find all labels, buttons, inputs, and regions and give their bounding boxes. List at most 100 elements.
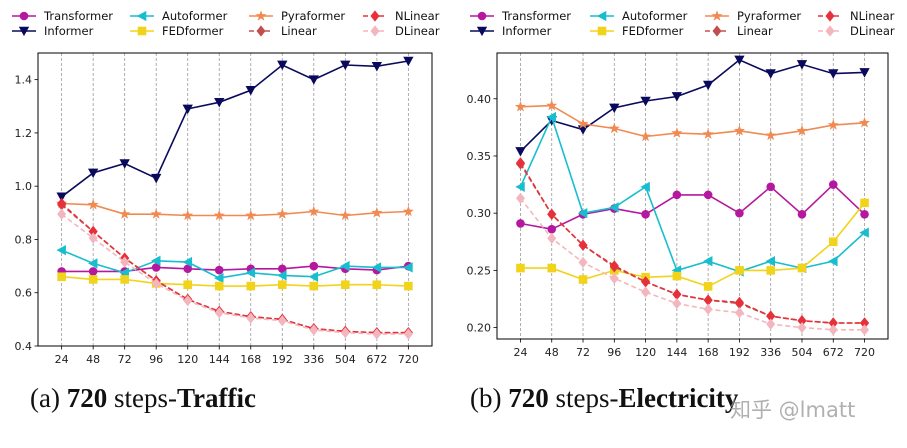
data-point	[703, 282, 713, 291]
series-fedformer	[57, 272, 413, 291]
data-point	[371, 62, 382, 72]
y-tick-label: 0.30	[467, 207, 492, 220]
x-tick-label: 672	[823, 346, 844, 359]
y-tick-label: 0.20	[467, 322, 492, 335]
data-point	[277, 280, 287, 290]
data-point	[404, 281, 413, 291]
data-point	[860, 210, 869, 219]
legend-label: NLinear	[395, 9, 440, 23]
series-pyraformer	[56, 197, 414, 221]
caption-dataset: Electricity	[618, 383, 739, 413]
data-point	[828, 180, 838, 189]
series-line	[61, 202, 409, 217]
data-point	[859, 117, 871, 128]
legend-label: FEDformer	[162, 24, 224, 38]
data-point	[309, 281, 319, 291]
data-point	[340, 327, 350, 339]
data-point	[57, 197, 67, 210]
data-point	[309, 324, 319, 336]
y-tick-label: 0.25	[467, 264, 492, 277]
data-point	[340, 60, 351, 71]
series-informer	[56, 56, 414, 202]
x-tick-label: 48	[86, 353, 100, 366]
data-point	[120, 275, 129, 284]
y-tick-label: 1.2	[15, 127, 33, 140]
data-point	[765, 129, 777, 141]
data-point	[672, 190, 682, 200]
data-point	[672, 271, 682, 281]
legend-item-linear: Linear	[249, 24, 317, 38]
legend-item-dlinear: DLinear	[818, 24, 895, 38]
data-point	[277, 315, 287, 327]
data-point	[182, 209, 194, 221]
data-point	[246, 312, 256, 324]
series-line	[519, 114, 866, 273]
x-tick-label: 336	[303, 353, 324, 366]
legend-marker	[477, 11, 487, 21]
series-line	[520, 202, 866, 288]
data-point	[403, 262, 413, 273]
data-point	[276, 208, 288, 219]
data-point	[119, 159, 130, 169]
y-tick-label: 0.8	[15, 233, 33, 246]
legend-marker	[136, 10, 147, 22]
data-point	[765, 256, 775, 267]
data-point	[609, 202, 619, 213]
legend-marker	[255, 10, 267, 21]
data-point	[609, 272, 619, 284]
data-point	[703, 190, 713, 200]
data-point	[372, 328, 382, 340]
data-point	[797, 321, 807, 334]
data-point	[577, 208, 588, 219]
series-line	[61, 213, 409, 335]
y-tick-label: 0.40	[467, 93, 492, 106]
data-point	[88, 258, 98, 269]
legend-marker	[597, 26, 607, 36]
x-tick-label: 120	[177, 353, 198, 366]
data-point	[245, 85, 256, 96]
legend-item-nlinear: NLinear	[818, 9, 895, 23]
y-tick-label: 1.4	[15, 74, 33, 87]
data-point	[182, 104, 193, 115]
data-point	[151, 277, 161, 289]
data-point	[372, 280, 382, 290]
legend-item-transformer: Transformer	[12, 9, 113, 23]
legend-label: Informer	[44, 24, 94, 38]
data-point	[797, 315, 807, 327]
legend-marker	[370, 25, 380, 37]
data-point	[702, 128, 714, 139]
data-point	[245, 209, 257, 221]
data-point	[640, 130, 652, 142]
data-point	[214, 307, 224, 319]
series-line	[61, 275, 409, 287]
legend-item-dlinear: DLinear	[363, 24, 440, 38]
data-point	[859, 68, 870, 78]
data-point	[547, 263, 557, 273]
legend-item-pyraformer: Pyraformer	[705, 9, 801, 23]
legend-item-informer: Informer	[12, 24, 94, 38]
data-point	[246, 281, 256, 291]
x-tick-label: 672	[366, 353, 387, 366]
legend-marker	[370, 10, 380, 22]
x-tick-label: 504	[335, 353, 356, 366]
data-point	[88, 168, 99, 179]
x-tick-label: 168	[698, 346, 719, 359]
legend-label: Informer	[502, 24, 552, 38]
data-point	[308, 205, 320, 217]
data-point	[546, 111, 557, 123]
legend-label: Linear	[737, 24, 773, 38]
data-point	[766, 318, 776, 330]
series-transformer	[516, 180, 869, 234]
data-point	[608, 122, 620, 134]
data-point	[150, 208, 162, 219]
data-point	[860, 324, 870, 336]
data-point	[214, 281, 224, 291]
data-point	[214, 272, 224, 284]
data-point	[828, 237, 838, 247]
data-point	[577, 118, 589, 129]
y-tick-label: 0.35	[467, 150, 492, 163]
data-point	[309, 261, 319, 271]
x-tick-label: 720	[398, 353, 419, 366]
data-point	[371, 207, 383, 218]
legend-label: Linear	[281, 24, 317, 38]
